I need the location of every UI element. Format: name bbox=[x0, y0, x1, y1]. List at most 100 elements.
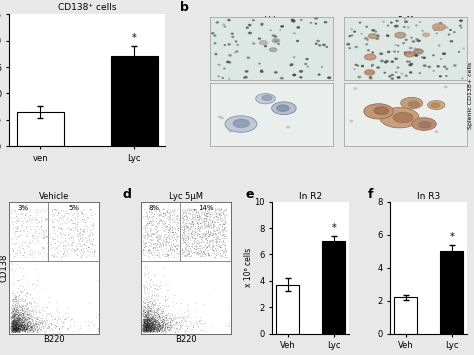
Point bbox=[145, 247, 152, 253]
Point bbox=[11, 321, 19, 327]
Point bbox=[11, 295, 18, 301]
Point bbox=[161, 297, 169, 303]
Point bbox=[11, 318, 18, 324]
Point bbox=[144, 228, 151, 234]
Point bbox=[52, 323, 59, 328]
Point bbox=[11, 322, 18, 328]
Point bbox=[210, 227, 218, 233]
Point bbox=[28, 324, 36, 330]
Point bbox=[28, 329, 36, 335]
Point bbox=[33, 223, 40, 229]
Point bbox=[142, 321, 149, 326]
Point bbox=[166, 319, 174, 324]
Point bbox=[22, 326, 29, 332]
Point bbox=[163, 237, 170, 243]
Point bbox=[139, 322, 146, 328]
Point bbox=[18, 296, 25, 302]
Point bbox=[147, 325, 155, 331]
Point bbox=[12, 326, 20, 332]
Point bbox=[144, 323, 152, 329]
Point bbox=[39, 321, 46, 326]
Point bbox=[142, 322, 149, 327]
Point bbox=[159, 327, 166, 333]
Point bbox=[9, 318, 17, 324]
Point bbox=[148, 322, 155, 328]
Point bbox=[140, 310, 147, 316]
Point bbox=[31, 266, 38, 272]
Point bbox=[142, 310, 149, 315]
Point bbox=[38, 304, 46, 310]
Point bbox=[189, 234, 196, 240]
Point bbox=[16, 327, 24, 333]
Point bbox=[184, 236, 191, 242]
Point bbox=[200, 232, 207, 237]
Point bbox=[149, 324, 156, 330]
Point bbox=[26, 252, 34, 258]
Point bbox=[13, 326, 21, 332]
Point bbox=[143, 317, 151, 323]
Point bbox=[87, 229, 95, 235]
Point bbox=[146, 247, 154, 253]
Point bbox=[187, 221, 194, 227]
Point bbox=[140, 325, 147, 331]
Point bbox=[141, 313, 149, 319]
Point bbox=[13, 320, 21, 326]
Point bbox=[140, 318, 148, 323]
Point bbox=[139, 302, 147, 308]
Point bbox=[209, 233, 216, 238]
Point bbox=[208, 244, 216, 249]
Point bbox=[146, 316, 154, 322]
Point bbox=[153, 224, 160, 230]
Point bbox=[179, 245, 186, 251]
Point bbox=[144, 214, 151, 219]
Point bbox=[166, 316, 174, 321]
Point bbox=[146, 327, 154, 333]
Point bbox=[214, 233, 222, 239]
Point bbox=[143, 327, 151, 333]
Point bbox=[50, 227, 58, 233]
Point bbox=[192, 209, 200, 215]
Point bbox=[150, 318, 158, 324]
Point bbox=[28, 323, 36, 329]
Point bbox=[194, 213, 201, 218]
Point bbox=[46, 325, 53, 331]
Point bbox=[26, 325, 33, 331]
Point bbox=[11, 313, 19, 319]
Point bbox=[12, 326, 19, 332]
Point bbox=[142, 316, 149, 321]
Point bbox=[19, 322, 27, 327]
Point bbox=[158, 321, 166, 327]
Point bbox=[10, 313, 18, 319]
Point bbox=[158, 322, 166, 328]
Point bbox=[140, 325, 147, 331]
Point bbox=[9, 308, 17, 313]
Point bbox=[34, 326, 42, 332]
Point bbox=[9, 322, 17, 328]
Point bbox=[9, 328, 16, 333]
Point bbox=[62, 316, 69, 321]
Point bbox=[153, 237, 161, 243]
Point bbox=[192, 207, 200, 213]
Point bbox=[23, 311, 30, 316]
Point bbox=[11, 326, 18, 331]
Point bbox=[141, 320, 149, 326]
Point bbox=[147, 326, 155, 331]
Point bbox=[139, 246, 147, 252]
Point bbox=[16, 324, 24, 329]
Point bbox=[157, 326, 165, 331]
Point bbox=[159, 322, 167, 328]
Point bbox=[201, 320, 208, 326]
Point bbox=[138, 323, 146, 329]
Point bbox=[35, 302, 42, 308]
Point bbox=[42, 321, 49, 326]
Point bbox=[145, 325, 153, 331]
Point bbox=[150, 318, 158, 324]
Point bbox=[27, 312, 35, 317]
Point bbox=[220, 231, 228, 236]
Point bbox=[12, 325, 19, 331]
Point bbox=[143, 327, 150, 333]
Point bbox=[145, 324, 152, 330]
Point bbox=[8, 318, 16, 324]
Point bbox=[19, 319, 27, 325]
Point bbox=[82, 222, 89, 228]
